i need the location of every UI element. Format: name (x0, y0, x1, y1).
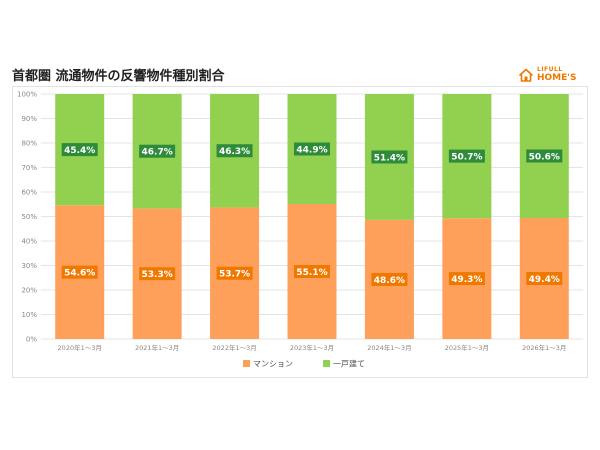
data-label-mansion: 53.7% (219, 270, 250, 280)
data-label-house: 45.4% (64, 146, 95, 156)
data-label-bg-mansion (526, 271, 563, 285)
data-label-house: 46.3% (219, 147, 250, 157)
data-label-bg-house (371, 150, 408, 164)
data-label-bg-mansion (61, 265, 98, 279)
data-label-mansion: 53.3% (142, 270, 173, 280)
x-tick-label: 2021年1〜3月 (135, 343, 179, 352)
y-tick-label: 50% (21, 213, 37, 221)
y-tick-label: 70% (21, 164, 37, 172)
data-label-house: 50.6% (529, 152, 560, 162)
legend-swatch-mansion (243, 360, 250, 367)
x-tick-label: 2024年1〜3月 (367, 343, 411, 352)
data-label-bg-house (526, 149, 563, 163)
x-tick-label: 2022年1〜3月 (212, 343, 256, 352)
chart-panel: 0% 10% 20% 30% 40% 50% 60% 70% 80% 90% 100% 54.6% 45… (12, 86, 588, 378)
logo-text-top: LIFULL (537, 66, 563, 73)
legend-swatch-house (323, 360, 330, 367)
data-label-mansion: 55.1% (296, 268, 327, 278)
lifull-homes-logo: LIFULL HOME'S (519, 66, 591, 86)
y-tick-label: 40% (21, 238, 37, 246)
x-tick-label: 2026年1〜3月 (522, 343, 566, 352)
legend-label-mansion: マンション (253, 360, 293, 369)
data-label-mansion: 54.6% (64, 269, 95, 279)
data-label-mansion: 48.6% (374, 276, 405, 286)
y-tick-label: 60% (21, 189, 37, 197)
data-label-bg-mansion (294, 265, 330, 279)
data-label-mansion: 49.3% (451, 275, 482, 285)
data-label-house: 44.9% (296, 146, 327, 156)
data-label-house: 50.7% (451, 153, 482, 163)
data-label-mansion: 49.4% (529, 275, 560, 285)
data-label-bg-house (448, 149, 485, 163)
y-tick-label: 80% (21, 140, 37, 148)
data-label-bg-mansion (139, 267, 176, 281)
y-tick-label: 10% (21, 311, 37, 319)
data-label-bg-mansion (448, 272, 485, 286)
y-tick-label: 100% (17, 91, 37, 99)
legend-label-house: 一戸建て (333, 359, 365, 369)
data-label-bg-mansion (371, 272, 408, 286)
x-tick-label: 2025年1〜3月 (445, 343, 489, 352)
data-label-bg-house (139, 144, 176, 158)
x-tick-label: 2023年1〜3月 (290, 343, 334, 352)
y-tick-label: 90% (21, 115, 37, 123)
data-label-bg-mansion (216, 266, 253, 280)
chart-title: 首都圏 流通物件の反響物件種別割合 (12, 69, 225, 84)
y-tick-label: 20% (21, 287, 37, 295)
y-tick-label: 30% (21, 262, 37, 270)
logo-text-main: HOME'S (537, 73, 577, 83)
data-label-bg-house (61, 143, 98, 157)
y-tick-label: 0% (26, 336, 37, 344)
data-label-house: 46.7% (142, 148, 173, 158)
x-tick-label: 2020年1〜3月 (58, 343, 102, 352)
data-label-house: 51.4% (374, 153, 405, 163)
data-label-bg-house (294, 142, 330, 156)
data-label-bg-house (216, 144, 253, 158)
house-logo-icon (519, 68, 533, 82)
stacked-bar-chart: 0% 10% 20% 30% 40% 50% 60% 70% 80% 90% 100% 54.6% 45… (17, 91, 583, 369)
